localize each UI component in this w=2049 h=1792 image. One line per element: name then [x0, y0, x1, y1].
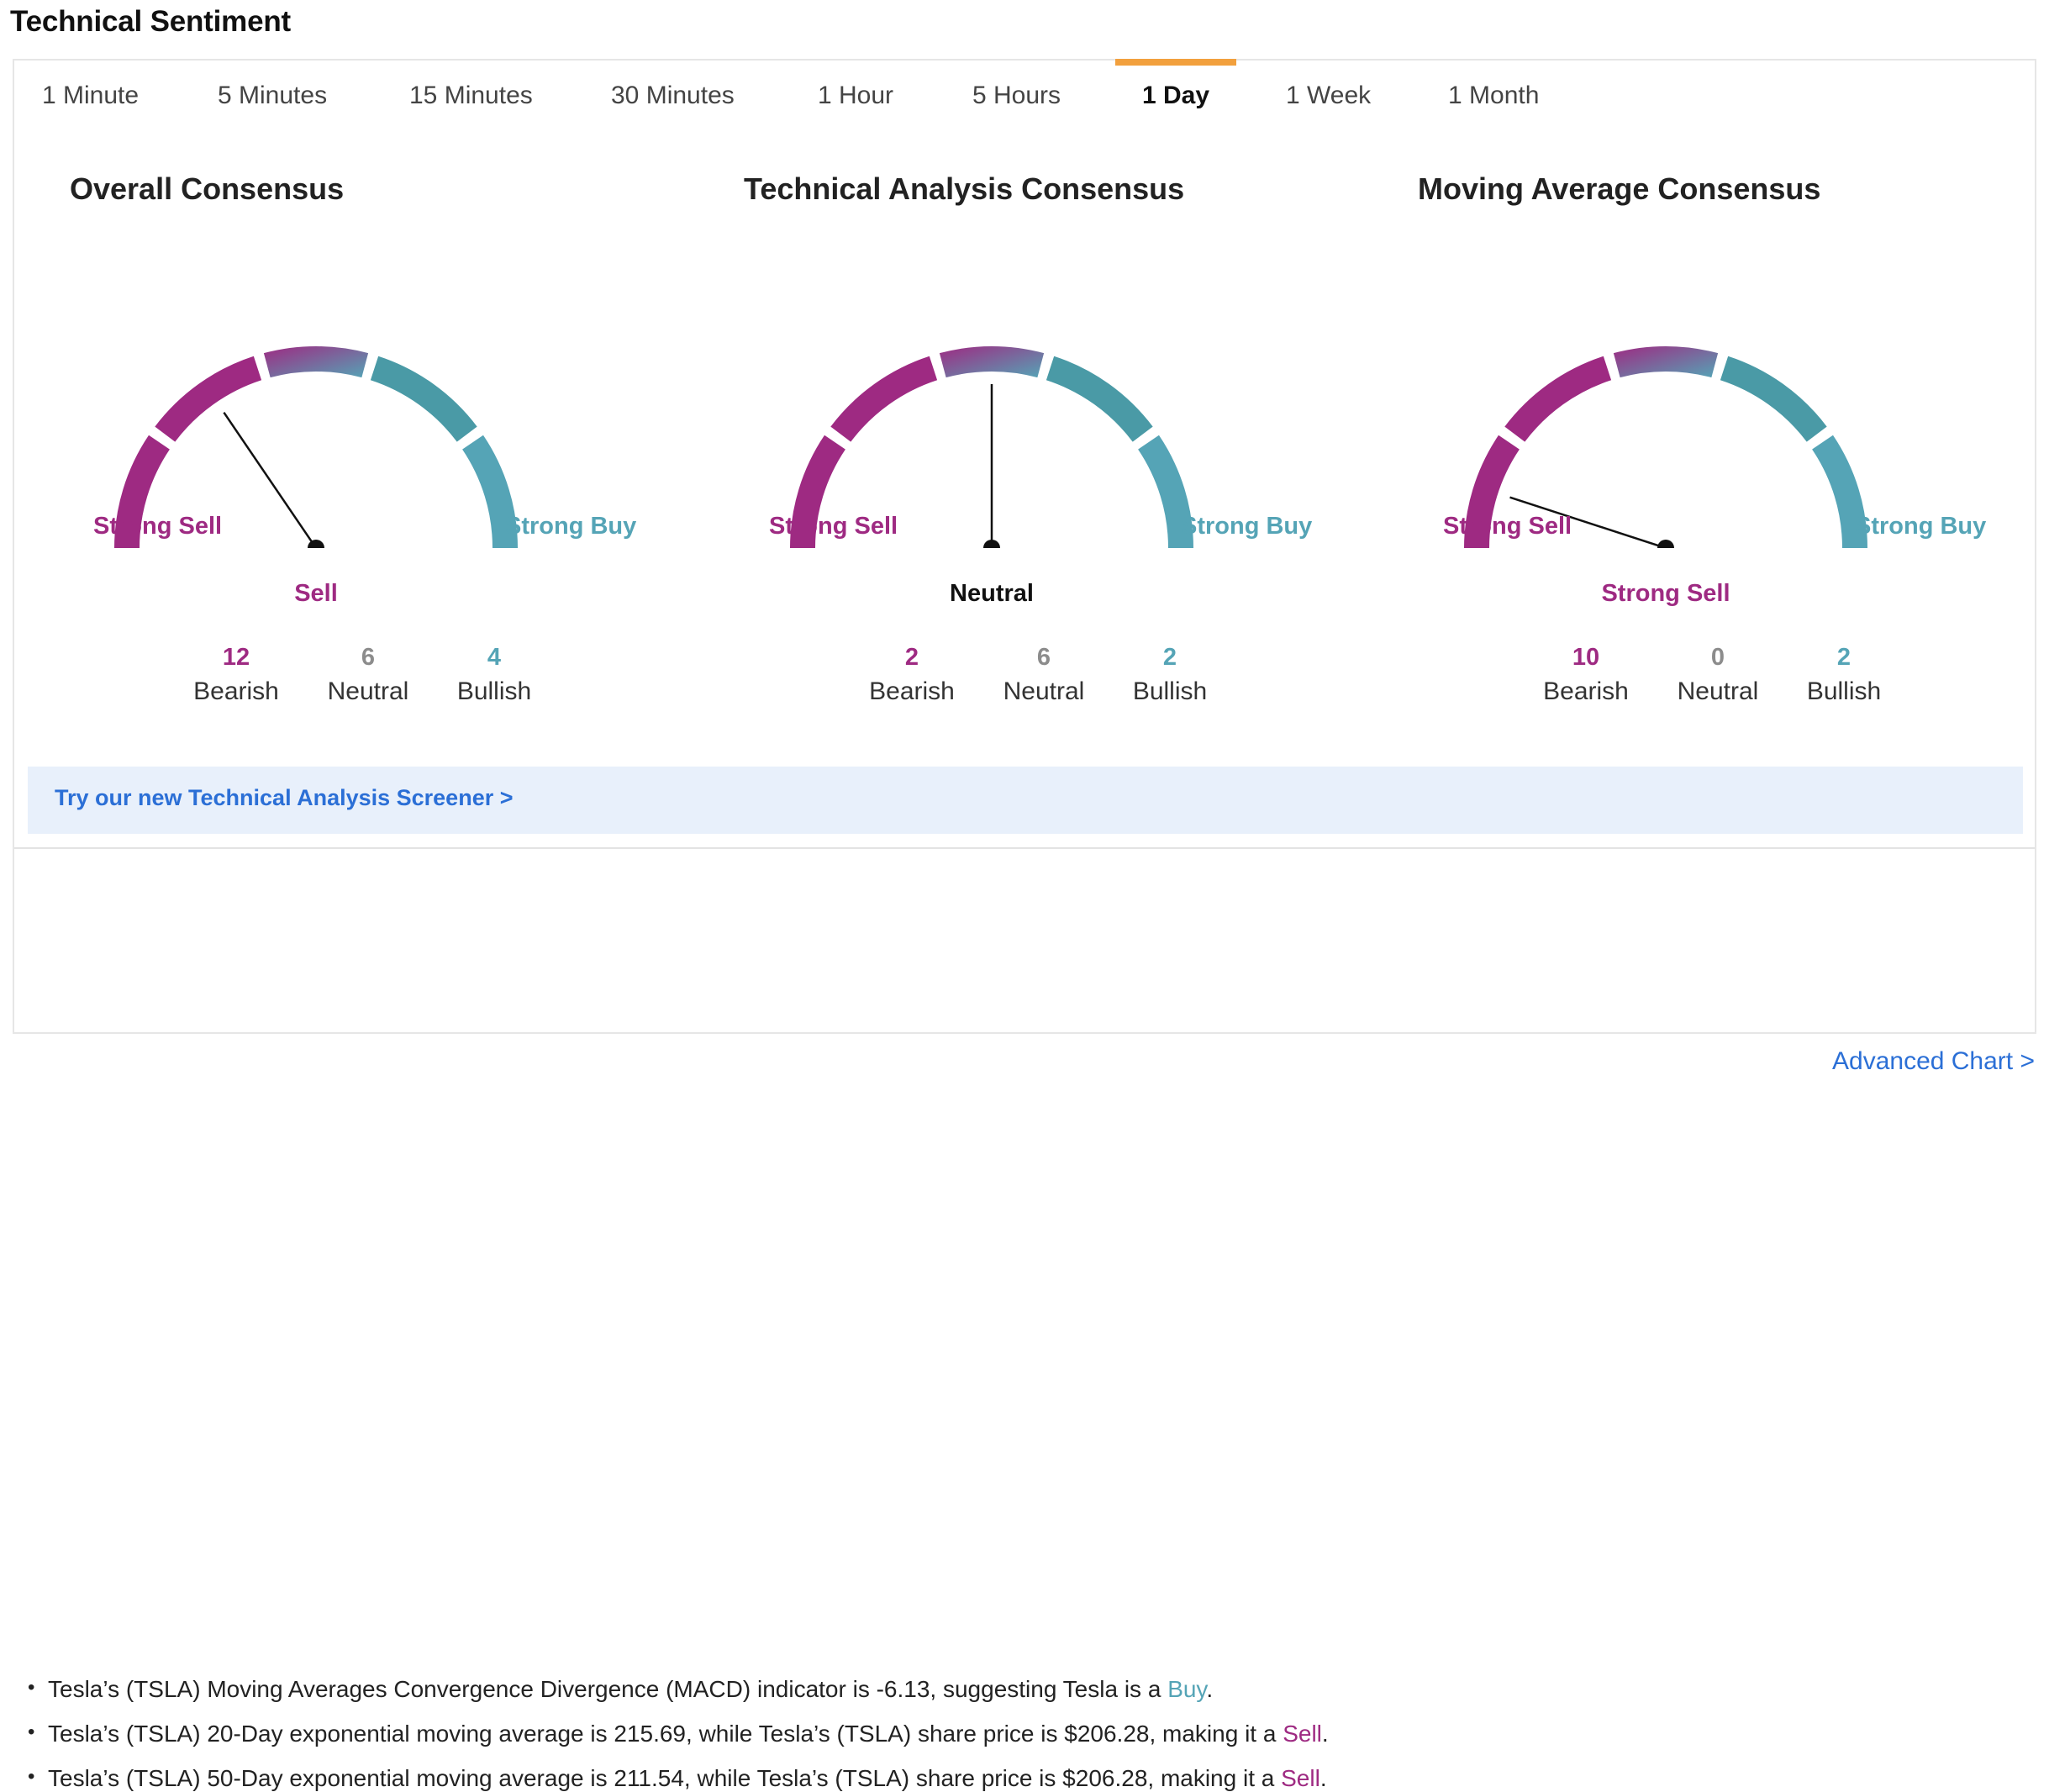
strong-buy-label: Strong Buy [1855, 513, 1987, 540]
gauge-segment-3 [263, 346, 369, 378]
gauge-pivot-dot [983, 540, 1000, 548]
gauge-verdict: Sell [294, 580, 338, 607]
tab-1-hour[interactable]: 1 Hour [818, 82, 894, 109]
gauge-title: Overall Consensus [70, 171, 345, 206]
bullish-count: 2 Bullish [1768, 640, 1920, 709]
neutral-count: 6 Neutral [292, 640, 444, 709]
bearish-count-value: 10 [1572, 644, 1600, 671]
bearish-count-value: 12 [222, 644, 250, 671]
bullet-suffix: . [1321, 1721, 1329, 1747]
neutral-count: 0 Neutral [1642, 640, 1794, 709]
bullish-count: 4 Bullish [419, 640, 570, 709]
gauge-segment-2 [155, 356, 262, 442]
technical-analysis-screener-link[interactable]: Try our new Technical Analysis Screener … [55, 785, 514, 810]
tab-5-minutes[interactable]: 5 Minutes [218, 82, 328, 109]
neutral-count: 6 Neutral [968, 640, 1119, 709]
sentiment-gauge-dial [114, 346, 518, 548]
gauge-segment-1 [790, 435, 845, 548]
gauge-segment-1 [114, 435, 170, 548]
tab-1-month[interactable]: 1 Month [1448, 82, 1540, 109]
advanced-chart-link[interactable]: Advanced Chart > [1832, 1047, 2035, 1075]
gauge-title: Moving Average Consensus [1418, 171, 1821, 206]
bullet-text: Tesla’s (TSLA) 50-Day exponential moving… [48, 1765, 1282, 1791]
bullish-count-value: 4 [487, 644, 502, 671]
moving-average-consensus-gauge: Moving Average Consensus Strong Sell Str… [1376, 61, 2048, 705]
bearish-count-label: Bearish [193, 677, 279, 705]
gauge-segment-4 [1720, 356, 1827, 442]
signal-sell: Sell [1283, 1721, 1322, 1747]
bearish-count-label: Bearish [869, 677, 955, 705]
technical-sentiment-panel: 1 Minute 5 Minutes 15 Minutes 30 Minutes… [13, 59, 2036, 1791]
bearish-count-value: 2 [904, 644, 919, 671]
bullish-count-label: Bullish [1806, 677, 1882, 705]
bullish-count-label: Bullish [1132, 677, 1208, 705]
gauge-verdict: Neutral [950, 580, 1034, 607]
bearish-count: 12 Bearish [161, 640, 312, 709]
gauge-pivot-dot [1657, 540, 1674, 548]
signal-sell: Sell [1281, 1765, 1320, 1791]
tab-30-minutes[interactable]: 30 Minutes [611, 82, 735, 109]
strong-buy-label: Strong Buy [1181, 513, 1313, 540]
gauge-needle [1509, 496, 1667, 548]
gauge-segment-5 [1138, 435, 1193, 548]
gauge-title: Technical Analysis Consensus [744, 171, 1185, 206]
gauge-segment-1 [1464, 435, 1520, 548]
bullet-dot-icon: • [28, 1676, 35, 1699]
gauge-segment-2 [1504, 356, 1612, 442]
page-title: Technical Sentiment [10, 5, 291, 38]
gauge-segment-5 [462, 435, 518, 548]
gauge-needle [223, 412, 318, 548]
tab-5-hours[interactable]: 5 Hours [972, 82, 1061, 109]
bearish-count: 2 Bearish [836, 640, 988, 709]
bullet-suffix: . [1319, 1765, 1327, 1791]
gauge-segment-4 [370, 356, 477, 442]
sentiment-gauge-dial [790, 346, 1193, 548]
bullet-dot-icon: • [28, 1765, 35, 1788]
gauge-segment-3 [939, 346, 1045, 378]
gauge-segment-4 [1046, 356, 1153, 442]
section-divider [14, 847, 2035, 849]
screener-banner: Try our new Technical Analysis Screener … [28, 767, 2023, 834]
neutral-count-value: 6 [1036, 644, 1051, 671]
overall-consensus-gauge: Overall Consensus Strong Sell Strong Buy… [26, 61, 698, 705]
gauge-segment-3 [1613, 346, 1719, 378]
bullish-count: 2 Bullish [1094, 640, 1246, 709]
tab-1-minute[interactable]: 1 Minute [42, 82, 140, 109]
tab-15-minutes[interactable]: 15 Minutes [409, 82, 533, 109]
tab-1-week[interactable]: 1 Week [1286, 82, 1372, 109]
list-item: • Tesla’s (TSLA) 50-Day exponential movin… [28, 1765, 1327, 1792]
neutral-count-label: Neutral [1003, 677, 1085, 705]
tab-1-day[interactable]: 1 Day [1114, 59, 1237, 128]
gauge-pivot-dot [308, 540, 324, 548]
timeframe-tabs: 1 Minute 5 Minutes 15 Minutes 30 Minutes… [14, 59, 2035, 128]
strong-sell-label: Strong Sell [93, 513, 223, 540]
strong-sell-label: Strong Sell [1443, 513, 1572, 540]
strong-sell-label: Strong Sell [769, 513, 898, 540]
bearish-count-label: Bearish [1543, 677, 1629, 705]
neutral-count-label: Neutral [1677, 677, 1759, 705]
bullish-count-label: Bullish [456, 677, 532, 705]
bullish-count-value: 2 [1162, 644, 1177, 671]
neutral-count-value: 6 [361, 644, 376, 671]
bullet-text: Tesla’s (TSLA) 20-Day exponential moving… [48, 1721, 1283, 1747]
bullet-text: Tesla’s (TSLA) Moving Averages Convergen… [48, 1676, 1168, 1702]
bullish-count-value: 2 [1836, 644, 1851, 671]
gauge-verdict: Strong Sell [1601, 580, 1730, 607]
bearish-count: 10 Bearish [1510, 640, 1662, 709]
gauge-segment-2 [830, 356, 938, 442]
bullet-suffix: . [1206, 1676, 1214, 1702]
signal-buy: Buy [1167, 1676, 1207, 1702]
strong-buy-label: Strong Buy [505, 513, 637, 540]
sentiment-gauge-dial [1464, 346, 1867, 548]
bullet-dot-icon: • [28, 1721, 35, 1743]
neutral-count-label: Neutral [327, 677, 409, 705]
list-item: • Tesla’s (TSLA) 20-Day exponential movin… [28, 1721, 1329, 1747]
gauge-segment-5 [1812, 435, 1867, 548]
technical-analysis-consensus-gauge: Technical Analysis Consensus Strong Sell… [702, 61, 1374, 705]
list-item: • Tesla’s (TSLA) Moving Averages Converge… [28, 1676, 1213, 1703]
neutral-count-value: 0 [1710, 644, 1725, 671]
